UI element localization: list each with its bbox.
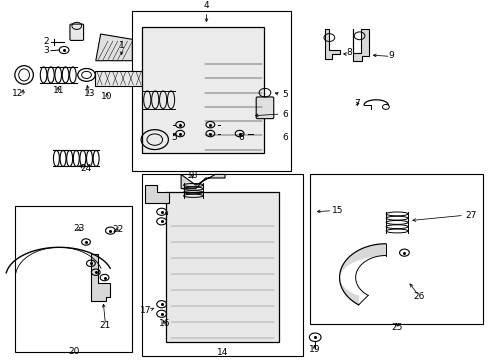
Text: 14: 14: [216, 348, 228, 357]
Text: 21: 21: [100, 321, 111, 330]
Text: 1: 1: [119, 41, 124, 50]
Text: 8: 8: [346, 48, 351, 57]
Text: 4: 4: [203, 1, 209, 10]
Bar: [132, 11, 290, 171]
Text: 13: 13: [84, 89, 96, 98]
Text: 25: 25: [390, 323, 402, 332]
Text: 12: 12: [12, 89, 23, 98]
FancyBboxPatch shape: [70, 24, 83, 40]
Text: 27: 27: [464, 211, 475, 220]
Text: 2: 2: [44, 37, 49, 46]
Bar: [142, 175, 303, 356]
Text: 6: 6: [282, 109, 287, 118]
Text: 20: 20: [68, 347, 80, 356]
Text: 19: 19: [308, 345, 319, 354]
Text: 16: 16: [159, 319, 170, 328]
Text: 3: 3: [43, 46, 49, 55]
Text: 24: 24: [80, 163, 91, 172]
Text: 7: 7: [354, 99, 360, 108]
Text: 23: 23: [73, 224, 84, 233]
Text: 11: 11: [52, 86, 64, 95]
FancyBboxPatch shape: [256, 97, 273, 119]
Text: 5: 5: [171, 132, 177, 141]
Bar: [310, 175, 483, 324]
Text: 6: 6: [282, 132, 287, 141]
Polygon shape: [352, 29, 368, 62]
Polygon shape: [91, 255, 110, 301]
Text: 9: 9: [387, 51, 393, 60]
Polygon shape: [181, 175, 224, 189]
Text: 26: 26: [412, 292, 424, 301]
FancyBboxPatch shape: [95, 71, 146, 86]
FancyBboxPatch shape: [166, 192, 278, 342]
Text: 17: 17: [140, 306, 152, 315]
Text: 15: 15: [331, 206, 343, 215]
Polygon shape: [144, 185, 168, 203]
Text: 10: 10: [101, 93, 113, 102]
Bar: [15, 206, 132, 352]
Text: 5: 5: [282, 90, 287, 99]
Text: 6: 6: [238, 132, 244, 141]
Text: 22: 22: [112, 225, 123, 234]
Text: 18: 18: [186, 171, 198, 180]
Polygon shape: [325, 29, 339, 59]
FancyBboxPatch shape: [142, 27, 264, 153]
Polygon shape: [96, 34, 132, 61]
